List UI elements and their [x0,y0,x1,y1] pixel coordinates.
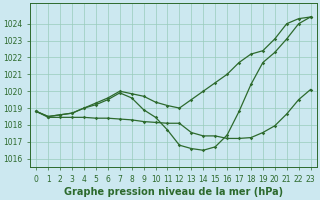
X-axis label: Graphe pression niveau de la mer (hPa): Graphe pression niveau de la mer (hPa) [64,187,283,197]
